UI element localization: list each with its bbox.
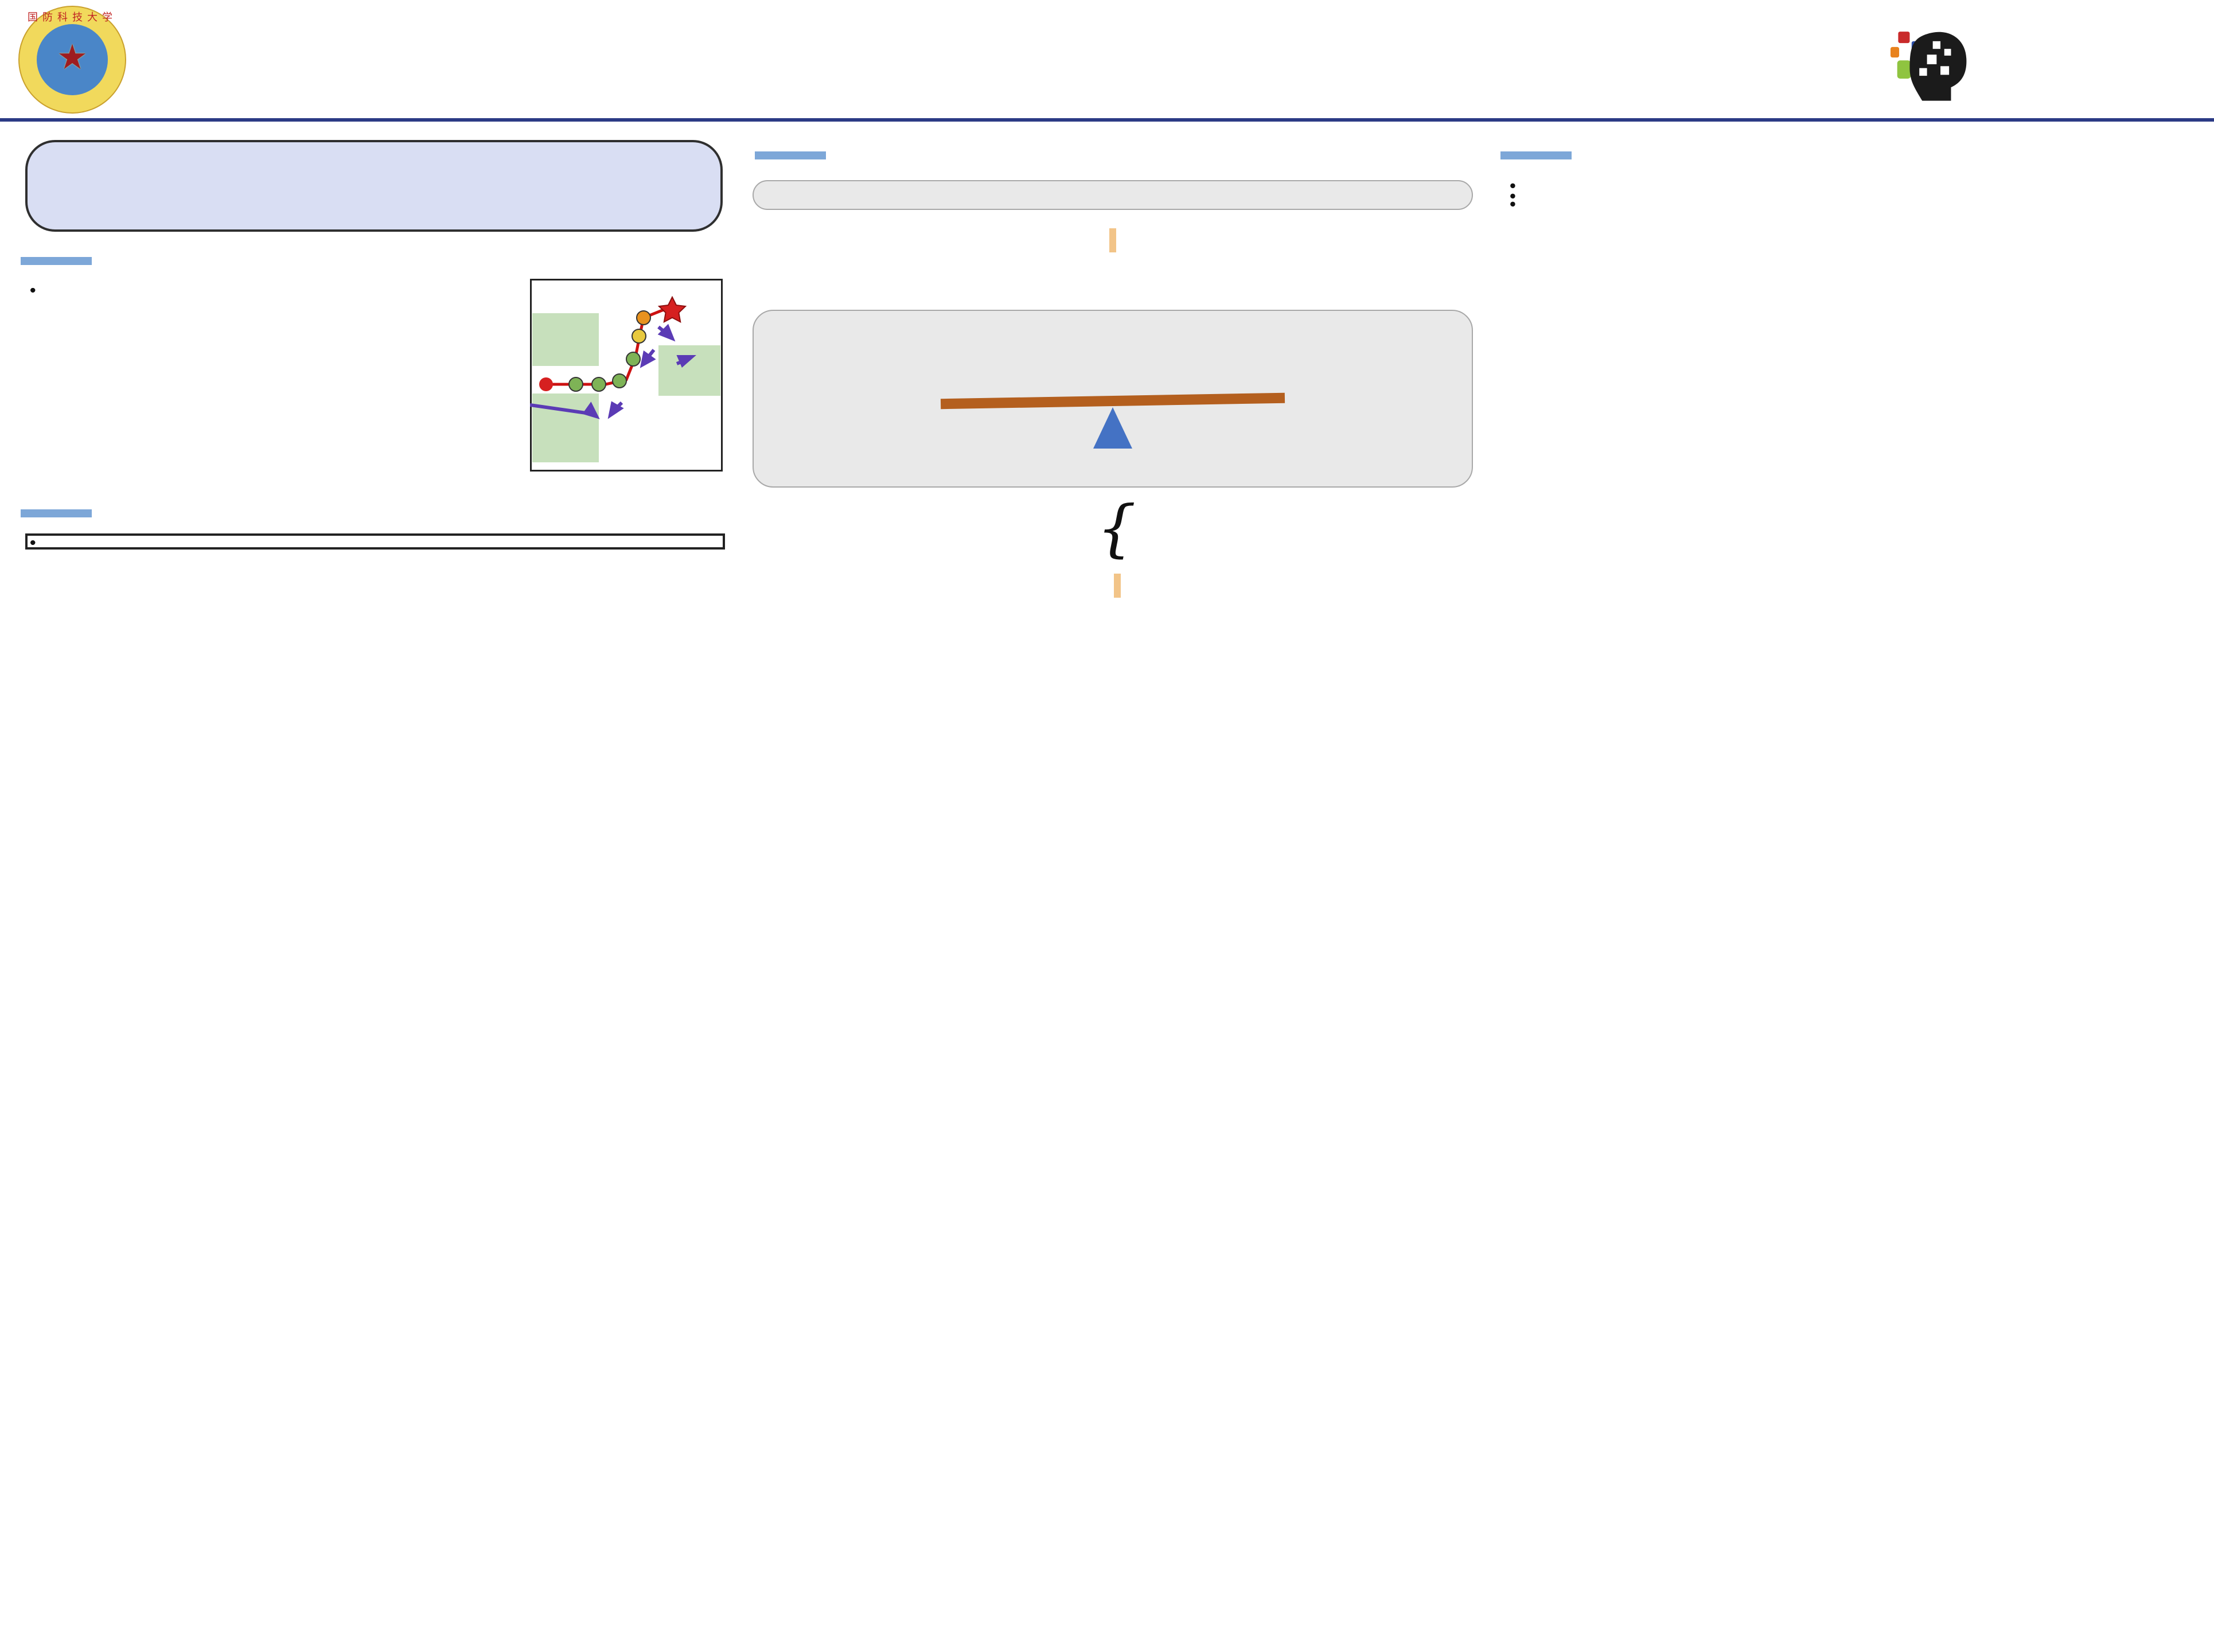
left-column: [18, 126, 727, 625]
epbl-intuition-box: [753, 180, 1473, 210]
objective-formula: [753, 570, 1473, 610]
code-implementation-block: [1517, 196, 1631, 201]
seesaw-graphic: [940, 392, 1285, 449]
icml-logo: [1891, 23, 1985, 106]
university-logo: 国防科技大学 ★: [18, 6, 126, 114]
accent-bar: [755, 151, 826, 159]
experiments-column: [1498, 126, 2203, 625]
accent-bar: [21, 257, 92, 266]
accent-bar: [1500, 151, 1572, 159]
conflict-box: [753, 310, 1473, 488]
accent-bar: [21, 509, 92, 518]
maze-example-image: [528, 277, 724, 474]
header-divider: [0, 118, 2214, 122]
poster-header: 国防科技大学 ★: [0, 0, 2214, 118]
figure-legend: [25, 533, 725, 550]
tldr-box: [25, 140, 723, 232]
maze-example-figure: [525, 277, 727, 482]
icml-head-icon: [1891, 32, 1967, 101]
university-logo-glyphs: 国防科技大学: [27, 11, 117, 23]
motivation-body: [18, 277, 727, 485]
elbo-formula: [753, 225, 1473, 289]
star-icon: ★: [57, 39, 88, 77]
method-column: {: [753, 126, 1473, 625]
argmax-formula: {: [1097, 492, 1136, 564]
poster-title: [333, 14, 1675, 72]
